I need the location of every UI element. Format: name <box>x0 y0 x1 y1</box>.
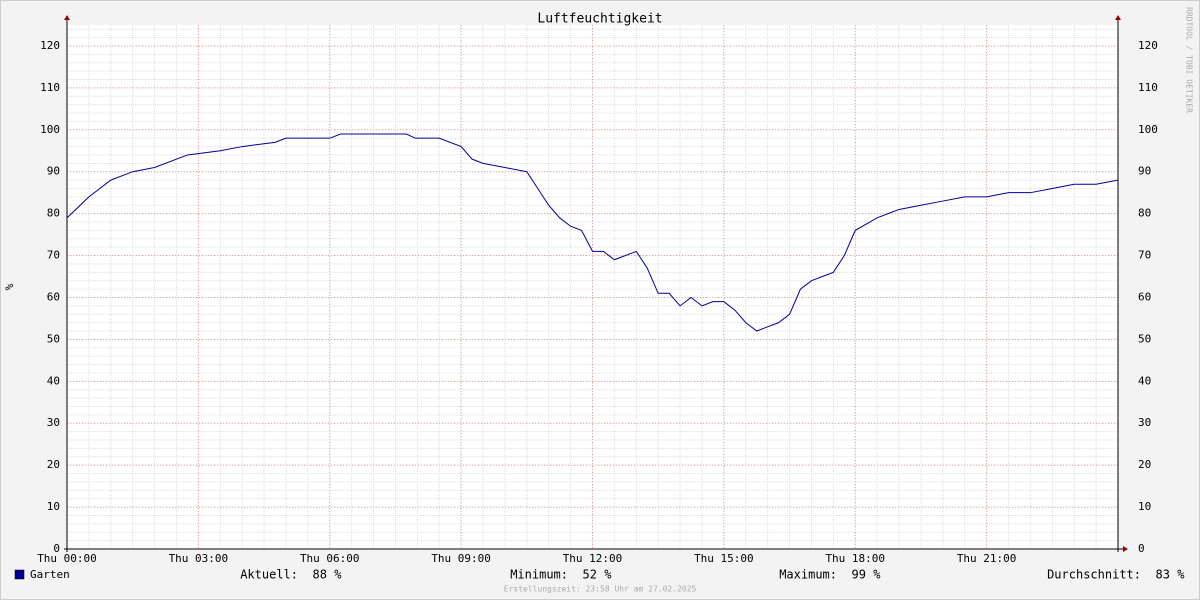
y-tick-label-right: 120 <box>1138 39 1158 52</box>
y-tick-label: 40 <box>47 374 60 387</box>
y-tick-label: 60 <box>47 290 60 303</box>
arrow <box>64 15 70 20</box>
y-tick-label: 50 <box>47 332 60 345</box>
y-axis-label: % <box>3 283 16 290</box>
y-tick-label: 0 <box>53 542 60 555</box>
y-tick-label-right: 30 <box>1138 416 1151 429</box>
y-tick-label-right: 110 <box>1138 81 1158 94</box>
legend-label: Garten <box>30 568 70 581</box>
stat-value: 83 % <box>1156 568 1186 582</box>
legend-swatch <box>14 569 25 580</box>
x-tick-label: Thu 03:00 <box>169 552 229 565</box>
y-tick-label: 20 <box>47 458 60 471</box>
stat-value: 99 % <box>852 568 882 582</box>
chart-title: Luftfeuchtigkeit <box>537 12 662 27</box>
y-tick-label: 120 <box>40 39 60 52</box>
y-tick-label-right: 90 <box>1138 165 1151 178</box>
y-tick-label-right: 70 <box>1138 249 1151 262</box>
y-tick-label: 90 <box>47 165 60 178</box>
y-tick-label-right: 60 <box>1138 290 1151 303</box>
arrow <box>1123 546 1128 552</box>
stat-label: Maximum: <box>779 568 837 582</box>
x-tick-label: Thu 15:00 <box>694 552 754 565</box>
y-tick-label-right: 0 <box>1138 542 1145 555</box>
y-tick-label-right: 100 <box>1138 123 1158 136</box>
x-tick-label: Thu 21:00 <box>957 552 1017 565</box>
footer: Erstellungszeit: 23:58 Uhr am 27.02.2025 <box>504 585 697 594</box>
x-tick-label: Thu 09:00 <box>431 552 491 565</box>
y-tick-label-right: 10 <box>1138 500 1151 513</box>
y-tick-label: 100 <box>40 123 60 136</box>
x-tick-label: Thu 18:00 <box>825 552 885 565</box>
y-tick-label: 110 <box>40 81 60 94</box>
y-tick-label-right: 40 <box>1138 374 1151 387</box>
x-tick-label: Thu 12:00 <box>563 552 623 565</box>
stat-label: Minimum: <box>510 568 568 582</box>
stat-label: Aktuell: <box>240 568 298 582</box>
y-tick-label-right: 80 <box>1138 207 1151 220</box>
stat-value: 52 % <box>583 568 613 582</box>
stat-label: Durchschnitt: <box>1047 568 1141 582</box>
y-tick-label: 30 <box>47 416 60 429</box>
arrow <box>1115 15 1121 20</box>
y-tick-label: 80 <box>47 207 60 220</box>
x-tick-label: Thu 06:00 <box>300 552 360 565</box>
side-text: RRDTOOL / TOBI OETIKER <box>1185 7 1194 113</box>
y-tick-label: 70 <box>47 249 60 262</box>
y-tick-label: 10 <box>47 500 60 513</box>
series-line <box>66 133 1119 332</box>
y-tick-label-right: 20 <box>1138 458 1151 471</box>
y-tick-label-right: 50 <box>1138 332 1151 345</box>
x-tick-label: Thu 00:00 <box>37 552 97 565</box>
stat-value: 88 % <box>313 568 343 582</box>
